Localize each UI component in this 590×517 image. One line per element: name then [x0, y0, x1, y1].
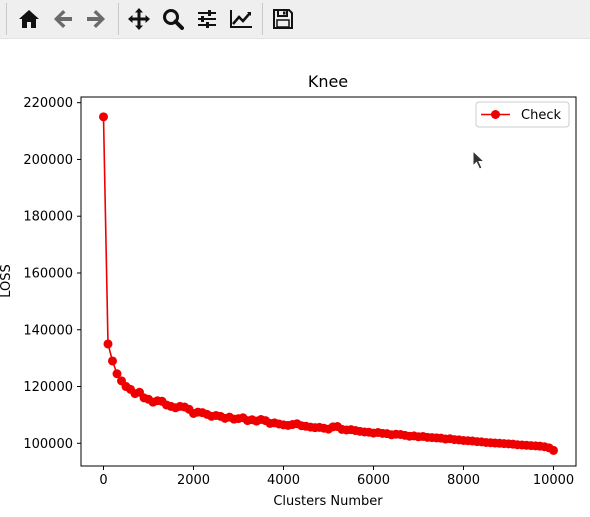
- x-tick-label: 0: [99, 473, 107, 488]
- y-tick-label: 100000: [23, 437, 73, 452]
- data-point: [549, 445, 558, 455]
- home-button[interactable]: [14, 5, 44, 33]
- figure-canvas[interactable]: Knee 0 2000 4000 6000 8000 10000 100000 120000 1…: [0, 39, 590, 513]
- move-icon: [128, 8, 150, 30]
- y-tick-label: 220000: [23, 96, 73, 111]
- legend: Check: [475, 101, 570, 128]
- toolbar-separator: [6, 3, 7, 35]
- x-tick-label: 4000: [267, 473, 300, 488]
- y-axis-label: LOSS: [0, 264, 14, 298]
- chart[interactable]: Knee 0 2000 4000 6000 8000 10000 100000 120000 1…: [0, 39, 590, 513]
- zoom-button[interactable]: [158, 5, 188, 33]
- edit-axis-button[interactable]: [226, 5, 256, 33]
- navigation-toolbar: [0, 0, 590, 39]
- configure-subplots-button[interactable]: [192, 5, 222, 33]
- home-icon: [19, 10, 39, 28]
- zoom-icon: [163, 9, 184, 30]
- mouse-cursor-icon: [472, 150, 486, 170]
- x-tick-label: 2000: [177, 473, 210, 488]
- x-axis-label: Clusters Number: [273, 494, 383, 509]
- y-tick-label: 180000: [23, 210, 73, 225]
- legend-marker: [491, 110, 500, 119]
- y-tick-label: 140000: [23, 323, 73, 338]
- x-tick-label: 10000: [533, 473, 574, 488]
- y-tick-label: 120000: [23, 380, 73, 395]
- arrow-right-icon: [87, 10, 105, 28]
- toolbar-separator: [118, 3, 119, 35]
- x-tick-label: 6000: [357, 473, 390, 488]
- y-tick-label: 160000: [23, 266, 73, 281]
- legend-label: Check: [521, 108, 561, 123]
- data-point: [99, 112, 108, 122]
- x-tick-label: 8000: [447, 473, 480, 488]
- series-layer: [99, 112, 558, 455]
- chart-title: Knee: [308, 72, 348, 91]
- save-button[interactable]: [268, 5, 298, 33]
- y-tick-label: 200000: [23, 153, 73, 168]
- forward-button[interactable]: [81, 5, 111, 33]
- series-line: [102, 116, 554, 452]
- arrow-left-icon: [54, 10, 72, 28]
- legend-frame: [475, 101, 570, 128]
- floppy-disk-icon: [273, 9, 293, 29]
- toolbar-separator: [262, 3, 263, 35]
- plot-frame: [80, 96, 577, 467]
- data-point: [108, 356, 117, 366]
- back-button[interactable]: [48, 5, 78, 33]
- axes: 0 2000 4000 6000 8000 10000 100000 120000 140000…: [23, 96, 577, 488]
- data-point: [103, 339, 113, 349]
- data-point: [112, 369, 122, 379]
- sliders-icon: [198, 10, 216, 28]
- pan-button[interactable]: [124, 5, 154, 33]
- chart-line-icon: [230, 10, 252, 28]
